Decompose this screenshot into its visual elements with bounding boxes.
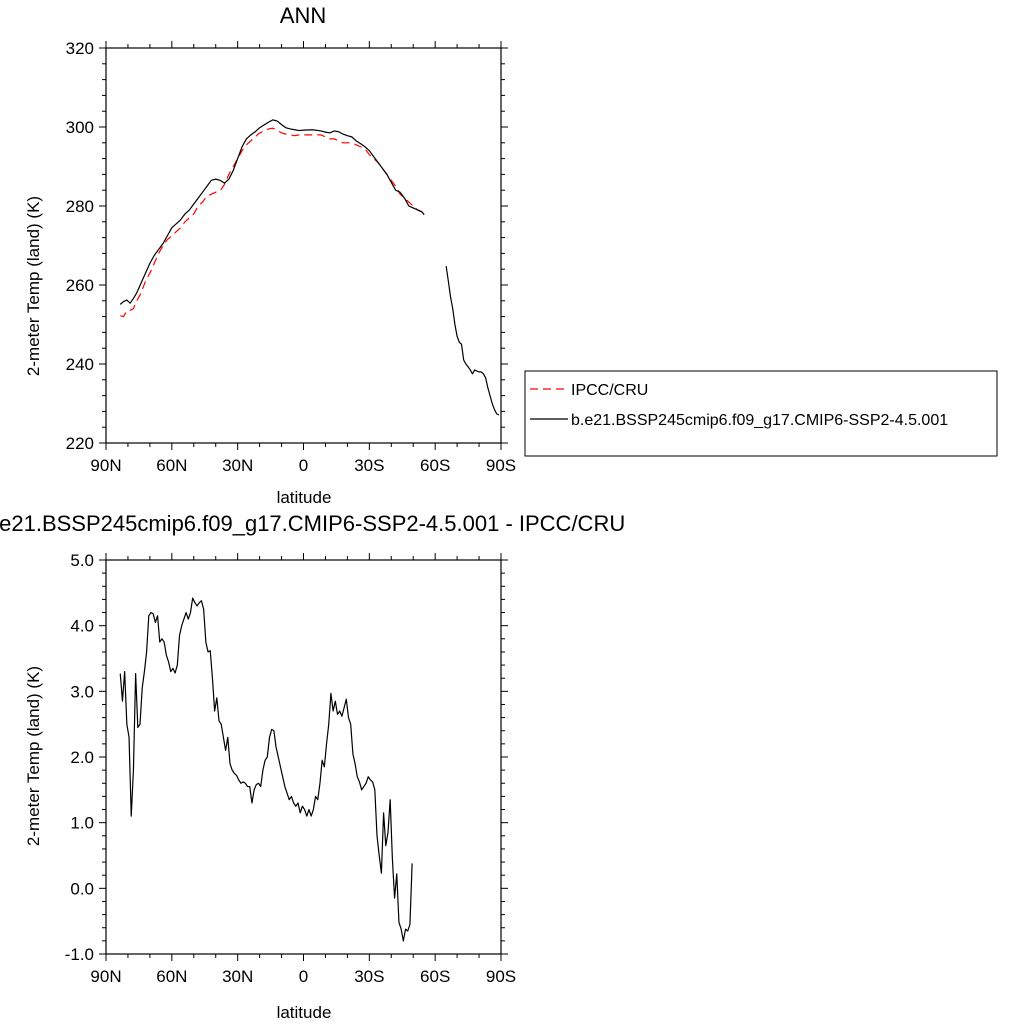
bottom-chart-xlabel: latitude — [277, 1003, 332, 1022]
bottom-x-tick-label: 30S — [354, 967, 384, 986]
top-chart-ylabel: 2-meter Temp (land) (K) — [24, 196, 43, 376]
bottom-y-tick-label: 1.0 — [70, 814, 94, 833]
bottom-y-tick-label: 4.0 — [70, 617, 94, 636]
top-x-tick-label: 90S — [486, 456, 516, 475]
bottom-y-tick-label: 3.0 — [70, 682, 94, 701]
top-chart-xlabel: latitude — [277, 488, 332, 507]
top-y-tick-label: 300 — [66, 118, 94, 137]
top-x-tick-label: 90N — [90, 456, 121, 475]
bottom-x-tick-label: 90S — [486, 967, 516, 986]
bottom-series-0-line-segment-0 — [119, 597, 413, 942]
bottom-chart-ylabel: 2-meter Temp (land) (K) — [24, 666, 43, 846]
bottom-x-tick-label: 90N — [90, 967, 121, 986]
top-x-tick-label: 0 — [299, 456, 308, 475]
legend: IPCC/CRU b.e21.BSSP245cmip6.f09_g17.CMIP… — [524, 370, 998, 457]
bottom-y-tick-label: -1.0 — [65, 945, 94, 964]
top-y-tick-label: 260 — [66, 276, 94, 295]
bottom-x-tick-label: 60S — [420, 967, 450, 986]
bottom-x-tick-label: 30N — [222, 967, 253, 986]
top-x-tick-label: 30S — [354, 456, 384, 475]
bottom-y-tick-label: 2.0 — [70, 748, 94, 767]
top-y-tick-label: 280 — [66, 197, 94, 216]
top-chart-plot-area: 90N 60N 30N 0 30S 60S 90S 220 240 260 280 300 320 — [66, 39, 517, 475]
top-series-1-line-segment-1 — [445, 265, 500, 416]
top-x-tick-label: 60N — [156, 456, 187, 475]
bottom-chart-plot-area: 90N 60N 30N 0 30S 60S 90S -1.0 0.0 1.0 2.0 3.0 4.0 5.… — [65, 551, 516, 986]
top-chart-title: ANN — [280, 3, 326, 28]
bottom-x-tick-label: 60N — [156, 967, 187, 986]
legend-label-model: b.e21.BSSP245cmip6.f09_g17.CMIP6-SSP2-4.… — [571, 412, 948, 429]
bottom-y-tick-label: 5.0 — [70, 551, 94, 570]
top-series-0-line-segment-0 — [120, 127, 427, 318]
top-y-tick-label: 240 — [66, 355, 94, 374]
legend-label-ipcc-cru: IPCC/CRU — [571, 382, 648, 399]
bottom-chart-title: b.e21.BSSP245cmip6.f09_g17.CMIP6-SSP2-4.… — [0, 511, 625, 536]
top-x-tick-label: 30N — [222, 456, 253, 475]
top-series-1-line-segment-0 — [119, 119, 425, 305]
top-y-tick-label: 220 — [66, 434, 94, 453]
top-x-tick-label: 60S — [420, 456, 450, 475]
bottom-x-tick-label: 0 — [299, 967, 308, 986]
top-plot-frame — [105, 47, 502, 444]
legend-box — [524, 370, 998, 457]
bottom-y-tick-label: 0.0 — [70, 879, 94, 898]
bottom-plot-frame — [105, 559, 502, 955]
top-y-tick-label: 320 — [66, 39, 94, 58]
